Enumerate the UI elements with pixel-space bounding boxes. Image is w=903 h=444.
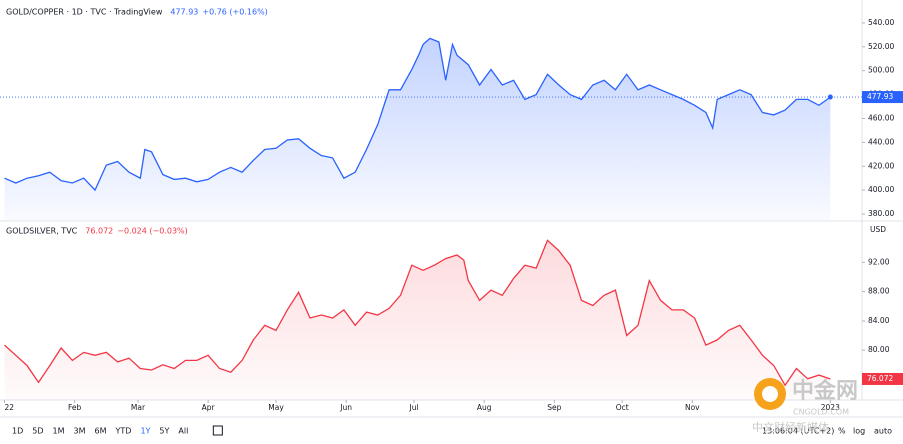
legend-title: GOLDSILVER, TVC xyxy=(6,227,78,236)
watermark-logo-inner xyxy=(762,386,778,402)
range-button[interactable]: 5Y xyxy=(159,427,169,436)
watermark: 中金网 CNGOLD.COM 中文财经新媒体 xyxy=(752,378,858,434)
x-tick-label: Nov xyxy=(685,403,700,412)
legend-change: −0.024 (−0.03%) xyxy=(117,227,188,236)
range-button[interactable]: 1Y xyxy=(140,427,150,436)
price-badge-label: 76.072 xyxy=(867,374,893,383)
range-button[interactable]: YTD xyxy=(115,427,132,436)
price-badge xyxy=(862,91,903,104)
range-button[interactable]: All xyxy=(178,427,188,436)
range-button[interactable]: 5D xyxy=(32,427,43,436)
area-fill xyxy=(4,240,831,400)
scale-option[interactable]: log xyxy=(853,427,865,436)
legend-value: 477.93 xyxy=(170,8,198,17)
x-tick-label: Mar xyxy=(131,403,146,412)
scale-option[interactable]: auto xyxy=(874,427,892,436)
area-fill xyxy=(4,38,831,221)
range-button[interactable]: 1M xyxy=(53,427,65,436)
compare-icon[interactable] xyxy=(212,425,223,436)
y-tick-label: 380.00 xyxy=(868,209,894,218)
x-tick-label: Jun xyxy=(339,403,352,412)
x-tick-label: May xyxy=(268,403,284,412)
x-tick-label: Oct xyxy=(616,403,629,412)
y-tick-label: 84.00 xyxy=(868,316,890,325)
price-line xyxy=(4,239,831,387)
y-tick-label: 540.00 xyxy=(868,18,894,27)
y-tick-label: 400.00 xyxy=(868,185,894,194)
x-tick-label: Aug xyxy=(477,403,492,412)
price-badge xyxy=(862,372,903,385)
last-price-dot xyxy=(827,94,833,100)
x-tick-label: Jul xyxy=(409,403,419,412)
y-tick-label: 500.00 xyxy=(868,66,894,75)
y-tick-label: 88.00 xyxy=(868,287,890,296)
y-tick-label: 440.00 xyxy=(868,137,894,146)
x-tick-label: Feb xyxy=(68,403,82,412)
legend-change: +0.76 (+0.16%) xyxy=(202,8,267,17)
x-tick-label: 22 xyxy=(5,403,15,412)
price-line xyxy=(4,37,831,192)
y-tick-label: 80.00 xyxy=(868,345,890,354)
y-tick-label: 460.00 xyxy=(868,113,894,122)
watermark-tagline: 中文财经新媒体 xyxy=(752,420,829,434)
range-button[interactable]: 3M xyxy=(74,427,86,436)
watermark-site: CNGOLD.COM xyxy=(793,408,849,417)
range-button[interactable]: 1D xyxy=(12,427,23,436)
legend-title: GOLD/COPPER · 1D · TVC · TradingView xyxy=(6,8,163,17)
currency-label: USD xyxy=(870,225,886,234)
watermark-name: 中金网 xyxy=(792,378,858,404)
scale-option[interactable]: % xyxy=(838,427,846,436)
x-tick-label: Apr xyxy=(202,403,216,412)
y-tick-label: 520.00 xyxy=(868,42,894,51)
y-tick-label: 92.00 xyxy=(868,257,890,266)
x-tick-label: 2023 xyxy=(821,403,840,412)
price-badge-label: 477.93 xyxy=(867,92,893,101)
legend-value: 76.072 xyxy=(85,227,113,236)
range-button[interactable]: 6M xyxy=(95,427,107,436)
x-tick-label: Sep xyxy=(547,403,561,412)
y-tick-label: 420.00 xyxy=(868,161,894,170)
session-time: 13:06:04 (UTC+2) xyxy=(762,427,834,436)
